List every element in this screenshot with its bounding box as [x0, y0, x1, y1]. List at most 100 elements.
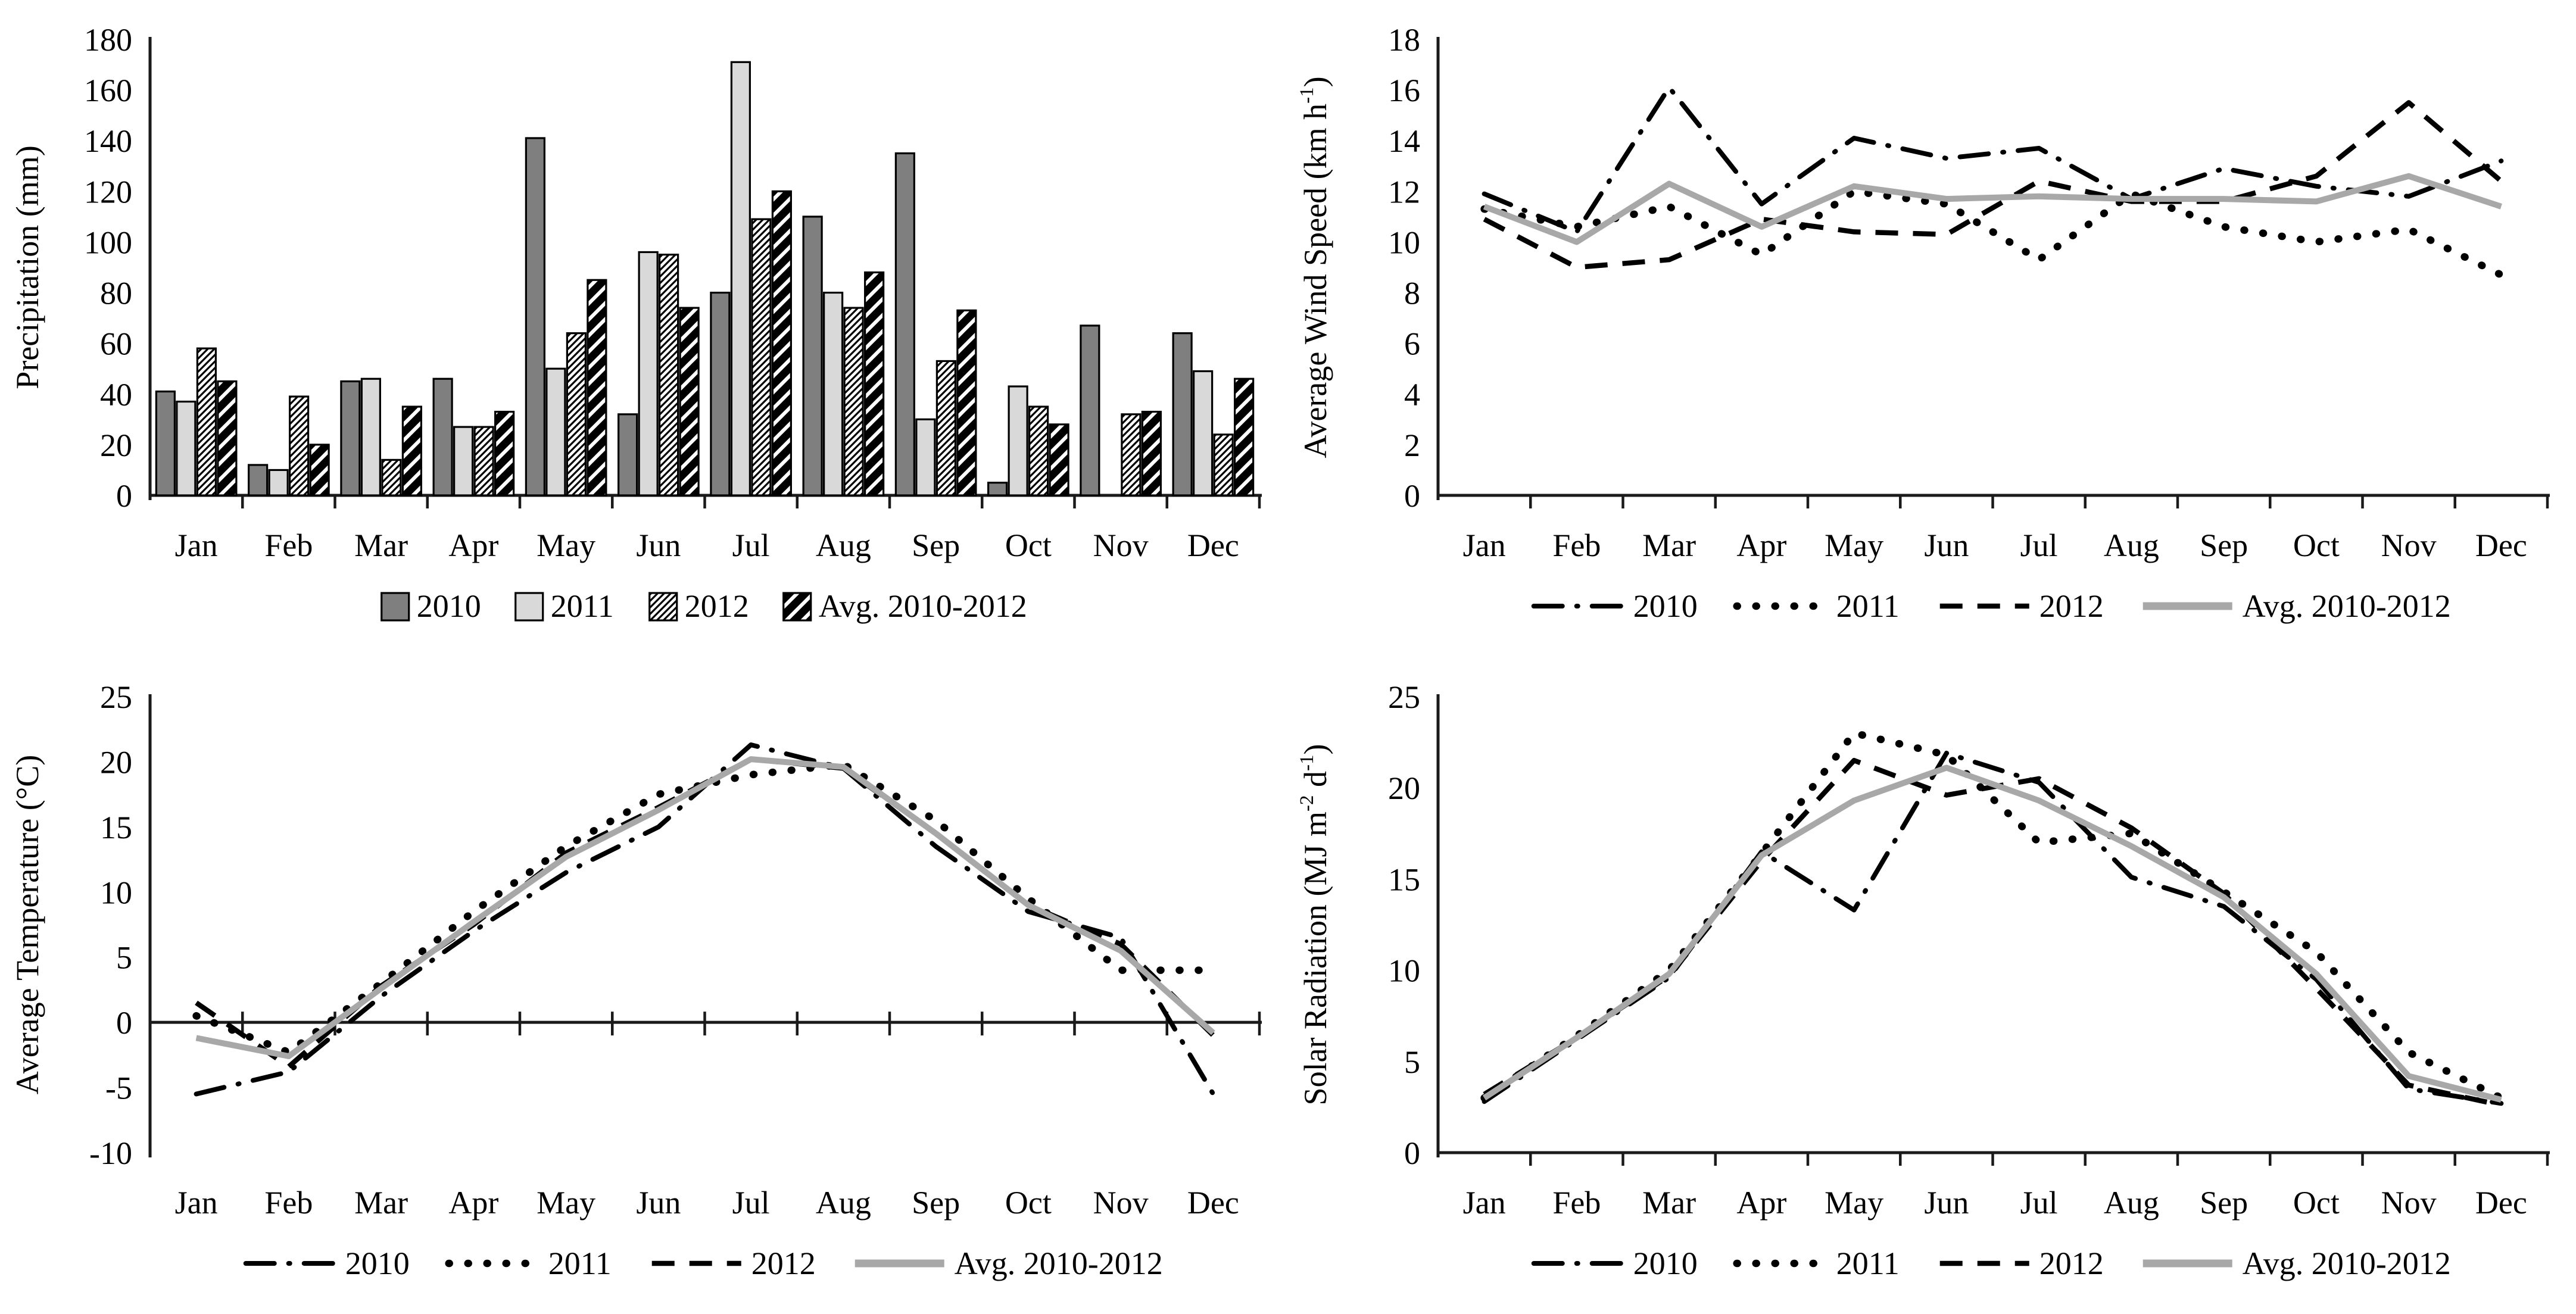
bar-2010-Nov [1080, 324, 1100, 497]
series-2011-line [1480, 729, 2505, 1102]
y-tick-label: 4 [1404, 377, 1420, 413]
month-label: Dec [1187, 528, 1239, 563]
month-label: Aug [816, 528, 871, 563]
bar-series-2011 [176, 61, 1214, 497]
legend-label: 2012 [2039, 1246, 2104, 1281]
y-tick-label: 25 [100, 679, 132, 715]
y-tick-label: 140 [84, 123, 132, 159]
month-label: Jan [1463, 528, 1506, 563]
bar-2012-Apr [473, 426, 494, 497]
legend-label: 2012 [685, 588, 749, 624]
bar-2011-May [545, 367, 566, 497]
month-label: Apr [1736, 1185, 1786, 1221]
y-tick-label: 5 [1404, 1044, 1420, 1080]
legend-label: 2010 [417, 588, 481, 624]
bar-series-2012 [196, 218, 1234, 497]
legend-label: 2011 [1836, 588, 1900, 624]
bar-Avg. 2010-2012-Feb [309, 444, 330, 497]
y-axis-title: Precipitation (mm) [10, 145, 45, 389]
month-label: Feb [1552, 528, 1601, 563]
month-label: Jan [175, 528, 218, 563]
y-tick-label: 120 [84, 174, 132, 210]
bar-2011-Jun [638, 251, 659, 497]
bar-Avg. 2010-2012-Jan [217, 380, 238, 497]
month-label: Sep [2200, 1185, 2248, 1221]
series-2012-line [1483, 100, 2503, 270]
bar-2011-Jan [176, 400, 197, 497]
month-label: Aug [816, 1185, 871, 1221]
y-tick-label: 20 [1388, 770, 1420, 806]
x-axis-ticks [241, 495, 1261, 508]
y-tick-label: 0 [1404, 478, 1420, 514]
y-axis-tick-labels: -10 -5 0 5 10 15 20 25 [89, 679, 132, 1171]
month-label: Feb [1552, 1185, 1601, 1221]
legend-label: 2011 [548, 1246, 612, 1281]
legend-swatch [782, 592, 812, 622]
legend-item-2010: 2010 [381, 588, 481, 624]
legend-item-2011: 2011 [514, 588, 614, 624]
bar-2011-Oct [1008, 385, 1028, 497]
bar-Avg. 2010-2012-Sep [956, 309, 977, 497]
month-label: Apr [1736, 528, 1786, 563]
bar-2011-Sep [915, 418, 936, 497]
month-label: Jun [636, 1185, 681, 1221]
bar-2012-May [566, 332, 587, 497]
series-2010-line [1482, 751, 2504, 1106]
x-axis-ticks [1529, 495, 2549, 508]
solar-chart: 0 5 10 15 20 25 Solar Radiation (MJ m-2 d-1) Ja… [1296, 679, 2550, 1281]
month-label: Apr [448, 528, 498, 563]
bar-2010-Jun [618, 413, 638, 497]
month-label: Nov [2381, 528, 2437, 563]
bar-2011-Aug [823, 291, 844, 497]
y-tick-label: 15 [100, 810, 132, 845]
month-label: Jul [732, 528, 770, 563]
bar-Avg. 2010-2012-Aug [864, 271, 885, 497]
bar-2011-Feb [268, 469, 289, 497]
legend-item-2012: 2012 [651, 1246, 816, 1281]
bar-Avg. 2010-2012-Oct [1049, 423, 1069, 497]
month-label: Apr [448, 1185, 498, 1221]
legend: 2010 2011 2012 Avg. 2010-2012 [381, 588, 1027, 624]
month-label: Dec [2475, 528, 2527, 563]
month-label: May [1825, 1185, 1883, 1221]
bar-2010-Dec [1172, 332, 1193, 497]
bar-2010-Apr [432, 377, 453, 497]
month-label: Jul [2020, 1185, 2058, 1221]
bar-2010-Jan [155, 390, 176, 497]
temperature-chart: -10 -5 0 5 10 15 20 25 Average Temperature (°C) J… [10, 679, 1262, 1281]
y-tick-label: 10 [1388, 953, 1420, 989]
bar-2012-Jan [196, 347, 217, 497]
y-tick-label: 10 [1388, 224, 1420, 260]
month-label: Jul [732, 1185, 770, 1221]
month-label: Sep [912, 1185, 960, 1221]
legend-item-2012: 2012 [1939, 1246, 2104, 1281]
y-tick-label: 160 [84, 73, 132, 108]
bar-2011-Jul [730, 61, 751, 497]
month-label: Jul [2020, 528, 2058, 563]
x-axis-month-labels: Jan Feb Mar Apr May Jun Jul Aug Sep Oct Nov Dec [1463, 1185, 2527, 1221]
legend-item-2011: 2011 [1733, 588, 1900, 624]
y-tick-label: 40 [100, 377, 132, 413]
bar-2010-Oct [987, 482, 1008, 497]
legend-label: 2011 [1836, 1246, 1900, 1281]
bar-2010-Feb [248, 464, 269, 497]
bar-series-2010 [155, 137, 1193, 497]
month-label: Oct [2293, 1185, 2340, 1221]
legend-label: Avg. 2010-2012 [2243, 1246, 2451, 1281]
legend-label: Avg. 2010-2012 [955, 1246, 1163, 1281]
legend-label: Avg. 2010-2012 [2243, 588, 2451, 624]
solar-radiation-chart-panel: 0 5 10 15 20 25 Solar Radiation (MJ m-2 d-1) Ja… [1288, 657, 2576, 1314]
legend: 2010 2011 2012 Avg. 2010-2012 [243, 1246, 1163, 1281]
legend-item-2011: 2011 [445, 1246, 612, 1281]
y-axis-tick-labels: 0 2 4 6 8 10 12 14 16 18 [1388, 22, 1420, 514]
series-2010-line [1482, 85, 2504, 235]
month-label: Jun [636, 528, 681, 563]
x-axis-ticks [1529, 1153, 2549, 1166]
series-Avg. 2010-2012-line [1482, 764, 2502, 1103]
bar-2012-Dec [1213, 433, 1234, 497]
legend: 2010 2011 2012 Avg. 2010-2012 [1531, 1246, 2451, 1281]
bar-2010-Aug [802, 216, 823, 497]
month-label: Nov [2381, 1185, 2437, 1221]
bar-Avg. 2010-2012-May [587, 279, 607, 497]
